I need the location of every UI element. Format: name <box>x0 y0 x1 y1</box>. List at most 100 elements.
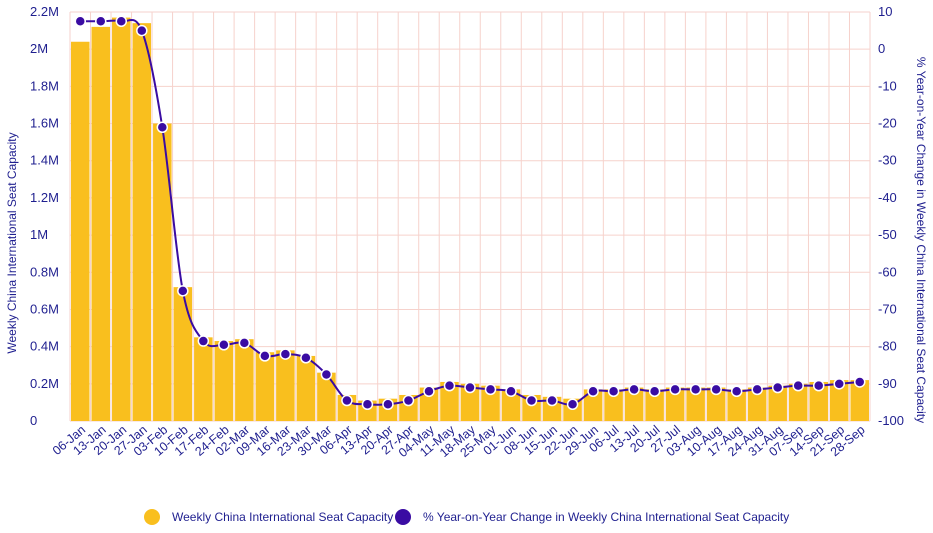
line-point <box>382 398 394 411</box>
legend-bar-label: Weekly China International Seat Capacity <box>172 510 393 524</box>
bar <box>747 387 767 421</box>
left-tick-label: 2M <box>30 41 48 56</box>
legend-line-marker <box>395 509 411 525</box>
x-axis-ticks: 06-Jan13-Jan20-Jan27-Jan03-Feb10-Feb17-F… <box>50 422 868 460</box>
left-axis-title: Weekly China International Seat Capacity <box>5 132 19 353</box>
line-point <box>402 394 415 407</box>
bar <box>829 380 849 421</box>
line-point <box>423 385 435 398</box>
line-point <box>361 398 374 411</box>
line-point <box>279 348 292 360</box>
line-point <box>320 368 333 381</box>
bar <box>235 339 254 421</box>
left-tick-label: 1.4M <box>30 153 59 168</box>
line-point <box>95 15 107 28</box>
bar <box>153 123 172 421</box>
line-point <box>669 383 681 396</box>
right-tick-label: 10 <box>878 4 892 19</box>
bar <box>665 387 685 421</box>
bar <box>809 381 828 421</box>
line-point <box>341 394 353 407</box>
right-tick-label: -60 <box>878 264 897 279</box>
bar <box>768 385 787 421</box>
bar <box>727 389 746 421</box>
left-tick-label: 0.8M <box>30 264 59 279</box>
line-point <box>833 378 845 390</box>
line-point <box>853 376 866 388</box>
bar <box>788 383 808 421</box>
bar <box>91 26 111 421</box>
right-tick-label: -30 <box>878 153 897 168</box>
line-point <box>710 383 722 396</box>
bar <box>706 387 726 421</box>
line-point <box>525 394 538 407</box>
bar <box>645 389 664 421</box>
line-point <box>689 383 702 396</box>
line-point <box>218 339 230 351</box>
line-point <box>546 394 558 407</box>
yoy-line <box>80 18 860 406</box>
legend-line-label: % Year-on-Year Change in Weekly China In… <box>423 510 789 524</box>
bar <box>624 387 644 421</box>
line-point <box>628 383 640 396</box>
line-point <box>505 385 517 398</box>
bar <box>112 17 131 422</box>
left-tick-label: 1.8M <box>30 78 59 93</box>
left-tick-label: 1.6M <box>30 116 59 131</box>
bar <box>173 287 193 421</box>
left-tick-label: 0.6M <box>30 301 59 316</box>
line-point <box>464 381 476 394</box>
bar <box>604 389 623 421</box>
left-tick-label: 0.2M <box>30 376 59 391</box>
line-point <box>238 337 251 349</box>
right-axis-title: % Year-on-Year Change in Weekly China In… <box>914 57 928 423</box>
right-tick-label: -50 <box>878 227 897 242</box>
left-tick-label: 0 <box>30 413 37 428</box>
bar <box>481 385 500 421</box>
line-point <box>792 379 804 392</box>
line-point <box>484 383 497 396</box>
bar <box>460 383 480 421</box>
right-tick-label: -10 <box>878 78 897 93</box>
line-point <box>812 379 825 392</box>
line-point <box>300 352 312 364</box>
line-point <box>730 385 743 398</box>
bar <box>255 352 275 421</box>
right-tick-label: -70 <box>878 301 897 316</box>
bar <box>194 337 213 421</box>
left-tick-label: 1M <box>30 227 48 242</box>
left-tick-label: 2.2M <box>30 4 59 19</box>
legend-bar-marker <box>144 509 160 525</box>
bar <box>214 341 234 421</box>
bar <box>317 372 336 421</box>
bar <box>501 389 521 421</box>
right-tick-label: 0 <box>878 41 885 56</box>
line-point <box>587 385 599 398</box>
right-tick-label: -90 <box>878 376 897 391</box>
bar <box>686 387 705 421</box>
right-tick-label: -20 <box>878 116 897 131</box>
bar <box>419 387 439 421</box>
line-point <box>259 350 271 362</box>
line-point <box>156 121 169 134</box>
left-axis-ticks: 0 0.2M 0.4M 0.6M 0.8M 1M 1.2M 1.4M 1.6M 1.8M 2M 2.2… <box>30 4 59 428</box>
left-tick-label: 1.2M <box>30 190 59 205</box>
bar-series <box>71 17 869 422</box>
right-tick-label: -80 <box>878 339 897 354</box>
line-point <box>771 381 784 394</box>
bar <box>132 23 152 422</box>
legend: Weekly China International Seat Capacity… <box>144 509 789 525</box>
grid-lines <box>69 11 871 422</box>
line-point <box>648 385 661 398</box>
bar <box>583 389 603 421</box>
line-series <box>74 15 866 411</box>
bar <box>276 350 295 421</box>
line-point <box>197 335 210 347</box>
right-tick-label: -100 <box>878 413 904 428</box>
left-tick-label: 0.4M <box>30 339 59 354</box>
bar <box>440 381 459 421</box>
line-point <box>607 385 620 398</box>
line-point <box>177 285 189 297</box>
